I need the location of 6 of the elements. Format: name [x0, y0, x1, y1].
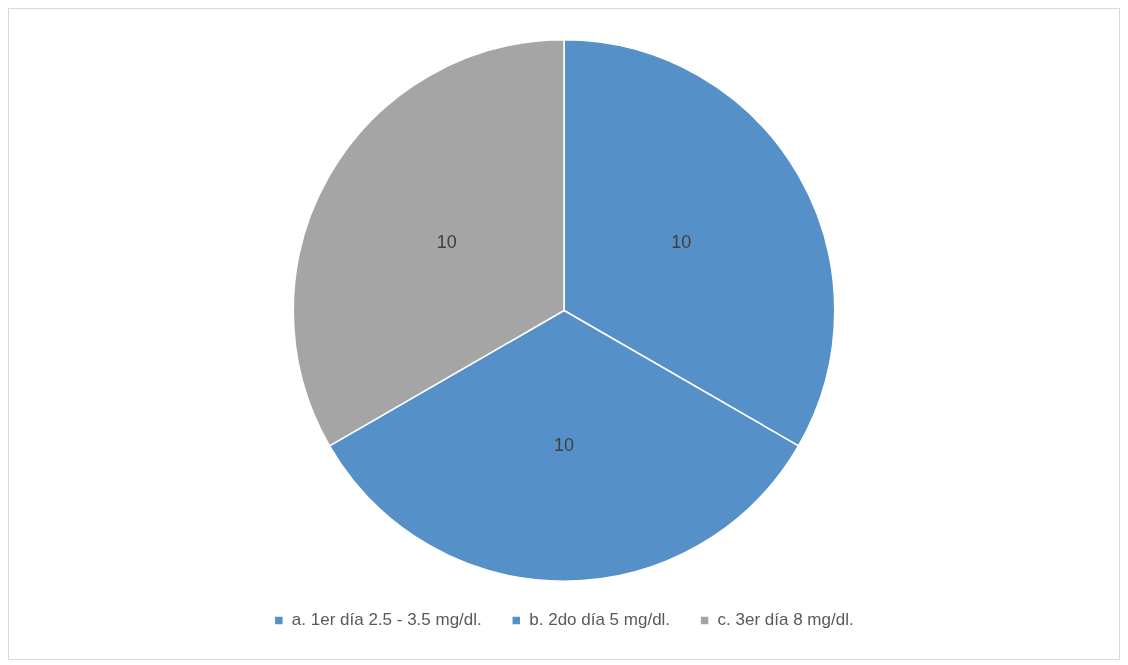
data-label: 10 — [553, 434, 575, 455]
legend-label: c. 3er día 8 mg/dl. — [717, 610, 854, 630]
data-label: 10 — [671, 231, 692, 252]
data-label: 10 — [436, 231, 457, 252]
legend-label: b. 2do día 5 mg/dl. — [529, 610, 671, 630]
legend-label: a. 1er día 2.5 - 3.5 mg/dl. — [291, 610, 482, 630]
